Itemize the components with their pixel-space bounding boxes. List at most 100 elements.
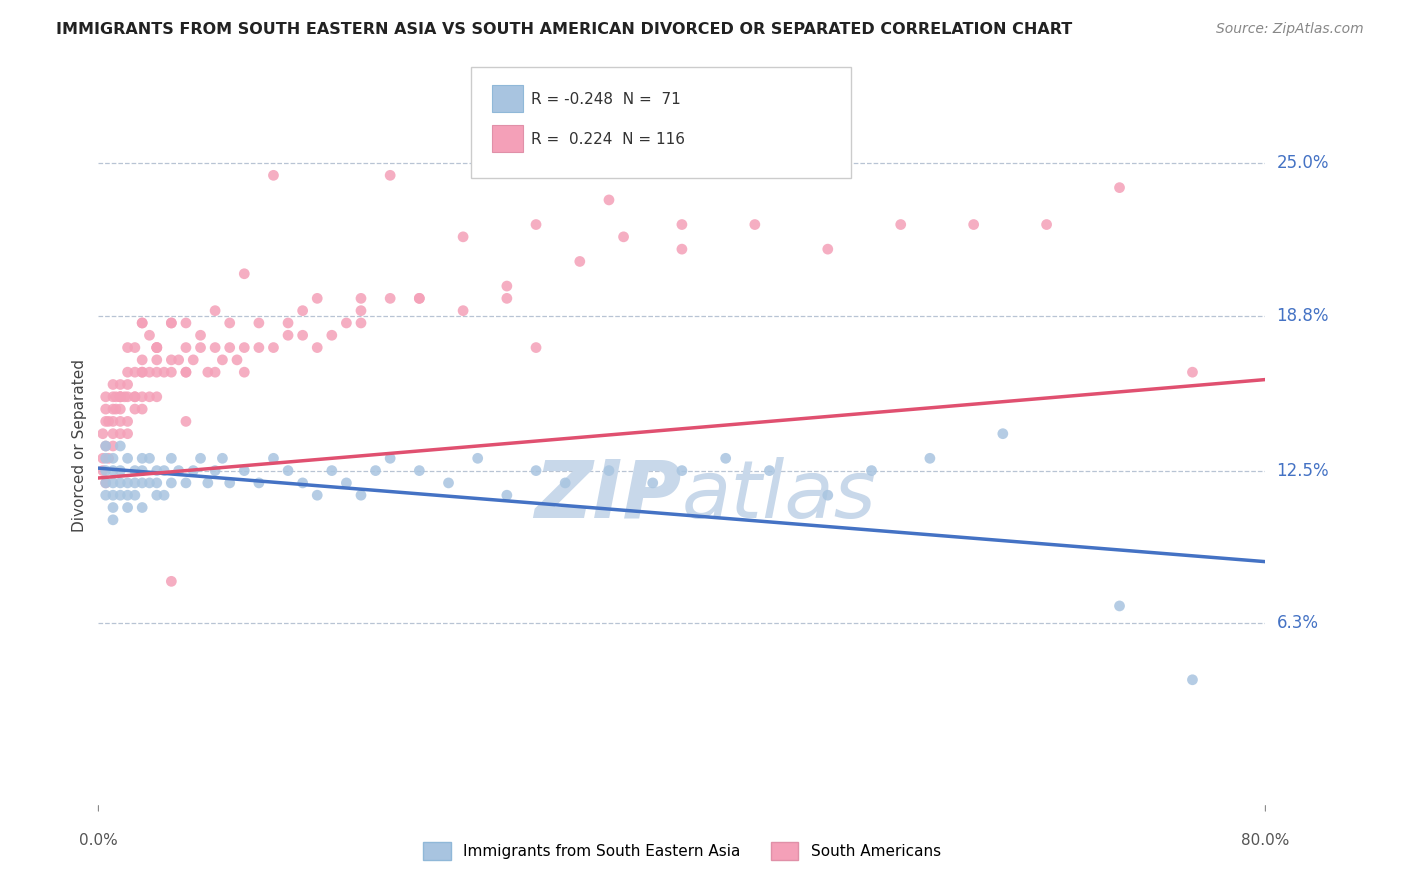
Point: [101, 402, 124, 417]
Point: [277, 328, 299, 343]
Point: [568, 254, 591, 268]
Text: IMMIGRANTS FROM SOUTH EASTERN ASIA VS SOUTH AMERICAN DIVORCED OR SEPARATED CORRE: IMMIGRANTS FROM SOUTH EASTERN ASIA VS SO…: [56, 22, 1073, 37]
Point: [124, 464, 146, 478]
Point: [131, 464, 153, 478]
Point: [554, 475, 576, 490]
Point: [131, 316, 153, 330]
Point: [190, 328, 212, 343]
Point: [101, 414, 124, 428]
Y-axis label: Divorced or Separated: Divorced or Separated: [72, 359, 87, 533]
Point: [181, 464, 204, 478]
Point: [1035, 218, 1057, 232]
Point: [350, 316, 373, 330]
Point: [380, 169, 402, 183]
Point: [918, 451, 941, 466]
Point: [160, 574, 183, 589]
Text: ZIP: ZIP: [534, 457, 682, 535]
Point: [110, 390, 132, 404]
Point: [671, 464, 693, 478]
Point: [101, 377, 124, 392]
Point: [138, 328, 160, 343]
Point: [146, 352, 169, 367]
Point: [408, 291, 430, 305]
Point: [335, 475, 357, 490]
Point: [233, 464, 256, 478]
Point: [117, 365, 139, 379]
Point: [131, 390, 153, 404]
Point: [247, 341, 270, 355]
Point: [94, 402, 117, 417]
Point: [160, 475, 183, 490]
Text: Source: ZipAtlas.com: Source: ZipAtlas.com: [1216, 22, 1364, 37]
Point: [97, 414, 120, 428]
Point: [117, 414, 139, 428]
Point: [496, 291, 519, 305]
Point: [117, 475, 139, 490]
Point: [598, 193, 620, 207]
Point: [758, 464, 780, 478]
Point: [174, 365, 197, 379]
Point: [94, 451, 117, 466]
Point: [104, 402, 127, 417]
Point: [131, 451, 153, 466]
Point: [94, 414, 117, 428]
Point: [101, 426, 124, 441]
Point: [124, 365, 146, 379]
Point: [496, 488, 519, 502]
Point: [138, 475, 160, 490]
Point: [204, 303, 226, 318]
Point: [110, 439, 132, 453]
Point: [197, 475, 219, 490]
Point: [598, 464, 620, 478]
Point: [146, 341, 169, 355]
Point: [101, 488, 124, 502]
Point: [110, 402, 132, 417]
Point: [1108, 180, 1130, 194]
Text: 80.0%: 80.0%: [1241, 833, 1289, 848]
Point: [524, 218, 547, 232]
Point: [146, 390, 169, 404]
Point: [671, 218, 693, 232]
Point: [94, 439, 117, 453]
Point: [94, 464, 117, 478]
Point: [190, 341, 212, 355]
Point: [860, 464, 883, 478]
Text: 6.3%: 6.3%: [1277, 615, 1319, 632]
Point: [174, 341, 197, 355]
Point: [291, 328, 314, 343]
Point: [110, 488, 132, 502]
Point: [233, 365, 256, 379]
Point: [350, 291, 373, 305]
Point: [247, 316, 270, 330]
Point: [117, 451, 139, 466]
Point: [291, 303, 314, 318]
Point: [174, 365, 197, 379]
Point: [524, 341, 547, 355]
Text: 18.8%: 18.8%: [1277, 307, 1329, 325]
Point: [97, 451, 120, 466]
Point: [110, 390, 132, 404]
Point: [291, 475, 314, 490]
Point: [744, 218, 766, 232]
Point: [181, 352, 204, 367]
Point: [437, 475, 460, 490]
Point: [204, 464, 226, 478]
Point: [641, 475, 664, 490]
Point: [138, 451, 160, 466]
Point: [153, 464, 176, 478]
Text: R =  0.224  N = 116: R = 0.224 N = 116: [531, 132, 686, 146]
Point: [160, 451, 183, 466]
Point: [496, 279, 519, 293]
Point: [117, 377, 139, 392]
Point: [524, 464, 547, 478]
Point: [380, 451, 402, 466]
Point: [153, 488, 176, 502]
Point: [124, 390, 146, 404]
Point: [91, 451, 114, 466]
Point: [131, 352, 153, 367]
Point: [110, 464, 132, 478]
Point: [408, 464, 430, 478]
Point: [962, 218, 984, 232]
Point: [94, 439, 117, 453]
Point: [91, 464, 114, 478]
